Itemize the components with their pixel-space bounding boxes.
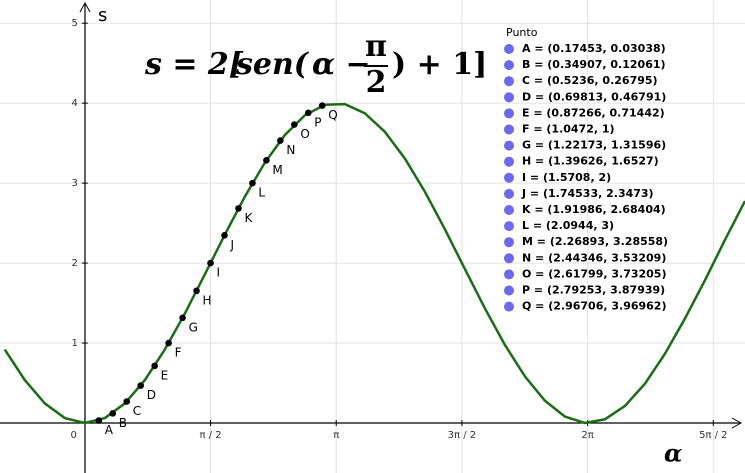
x-arrow — [731, 417, 743, 429]
point-label: M — [272, 163, 282, 177]
legend-entry: G = (1.22173, 1.31596) — [522, 139, 666, 152]
point-label: I — [217, 266, 221, 280]
y-tick-label: 5 — [71, 18, 77, 29]
formula-left: s = 2[ — [144, 47, 244, 82]
point-label: H — [203, 293, 212, 307]
legend-entry: E = (0.87266, 0.71442) — [522, 106, 665, 119]
legend-marker — [504, 44, 514, 54]
point — [277, 137, 284, 144]
y-tick-label: 1 — [71, 338, 77, 349]
formula: s = 2[ sen( α − π 2 ) + 1] — [144, 29, 487, 100]
legend-marker — [504, 124, 514, 135]
legend-entry: I = (1.5708, 2) — [522, 171, 611, 184]
point — [109, 410, 117, 417]
point — [235, 205, 242, 212]
point-label: C — [133, 404, 141, 418]
formula-den: 2 — [366, 65, 387, 100]
point-label: L — [258, 186, 265, 200]
point-label: P — [314, 115, 321, 129]
legend-marker — [504, 253, 514, 264]
point-label: G — [189, 320, 198, 334]
legend-marker — [504, 60, 514, 71]
point — [221, 232, 228, 239]
formula-right: ) + 1] — [392, 47, 487, 82]
legend-marker — [504, 140, 514, 151]
point — [304, 109, 312, 117]
legend-entry: B = (0.34907, 0.12061) — [522, 58, 666, 71]
y-tick-label: 4 — [71, 98, 77, 109]
point-label: N — [286, 143, 295, 157]
point — [263, 156, 270, 164]
point — [207, 259, 214, 267]
y-arrow — [79, 1, 91, 13]
y-tick-label: 3 — [71, 178, 77, 189]
point — [249, 179, 256, 187]
y-axis-label: s — [98, 5, 107, 26]
point-label: E — [161, 368, 169, 382]
x-tick-label: 2π — [581, 430, 593, 441]
legend-marker — [504, 172, 514, 183]
point-label: B — [119, 416, 127, 430]
legend: Punto A = (0.17453, 0.03038) B = (0.34907… — [504, 26, 668, 313]
legend-entry: O = (2.61799, 3.73205) — [522, 267, 667, 280]
point-label: K — [244, 211, 253, 225]
legend-marker — [504, 237, 514, 248]
legend-entry: K = (1.91986, 2.68404) — [522, 203, 666, 216]
x-axis-label: α — [664, 439, 682, 468]
point — [151, 362, 158, 370]
legend-entry: Q = (2.96706, 3.96962) — [522, 300, 667, 313]
legend-entry: M = (2.26893, 3.28558) — [522, 235, 668, 248]
legend-marker — [504, 285, 514, 296]
legend-entry: P = (2.79253, 3.87939) — [522, 284, 665, 297]
legend-marker — [504, 76, 514, 87]
x-tick-label: π — [333, 430, 339, 441]
legend-marker — [504, 205, 514, 215]
legend-entry: L = (2.0944, 3) — [522, 219, 614, 232]
point — [95, 417, 103, 424]
legend-marker — [504, 221, 514, 232]
legend-marker — [504, 269, 514, 280]
legend-title: Punto — [506, 26, 538, 39]
legend-entry: N = (2.44346, 3.53209) — [522, 251, 666, 264]
point — [165, 339, 172, 347]
point — [318, 102, 326, 109]
y-tick-label: 2 — [71, 258, 77, 269]
x-tick-label: π / 2 — [199, 430, 221, 441]
point-label: Q — [328, 108, 337, 122]
legend-entry: D = (0.69813, 0.46791) — [522, 90, 666, 103]
point-label: J — [229, 238, 234, 252]
legend-marker — [504, 301, 514, 312]
point — [179, 314, 186, 322]
legend-entry: J = (1.74533, 2.3473) — [521, 187, 654, 200]
x-tick-label: 5π / 2 — [699, 430, 727, 441]
legend-marker — [504, 188, 514, 199]
legend-entry: A = (0.17453, 0.03038) — [522, 42, 666, 55]
legend-marker — [504, 92, 514, 103]
point-label: D — [147, 388, 156, 402]
point — [291, 121, 298, 128]
point-label: F — [175, 346, 182, 360]
legend-marker — [504, 108, 514, 119]
formula-num: π — [365, 29, 387, 64]
point — [193, 287, 200, 295]
point — [123, 398, 131, 405]
point-label: A — [105, 423, 114, 437]
legend-entry: H = (1.39626, 1.6527) — [522, 155, 659, 168]
formula-var: α − — [312, 47, 371, 82]
x-tick-label: 3π / 2 — [448, 430, 476, 441]
x-tick-label: 0 — [70, 430, 76, 441]
legend-entry: C = (0.5236, 0.26795) — [522, 74, 658, 87]
legend-marker — [504, 156, 514, 167]
formula-func: sen( — [235, 47, 310, 82]
point — [137, 382, 144, 389]
point-label: O — [300, 127, 309, 141]
legend-entry: F = (1.0472, 1) — [522, 123, 615, 136]
